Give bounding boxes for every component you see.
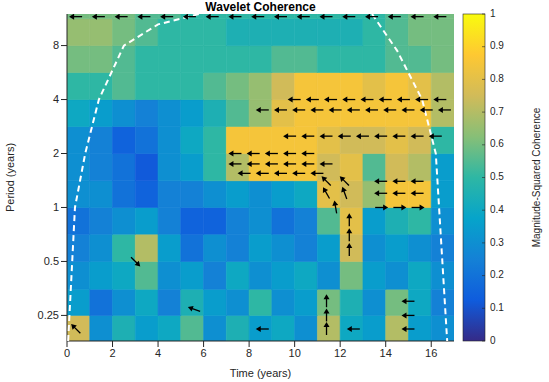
svg-text:4: 4 [155,347,161,359]
svg-text:0.6: 0.6 [490,138,504,149]
svg-text:12: 12 [334,347,346,359]
svg-text:0: 0 [64,347,70,359]
svg-text:0.8: 0.8 [490,73,504,84]
svg-text:14: 14 [380,347,392,359]
svg-text:0.1: 0.1 [490,302,504,313]
svg-text:Magnitude-Squared Coherence: Magnitude-Squared Coherence [531,107,542,247]
svg-text:1: 1 [53,201,59,213]
svg-text:4: 4 [53,93,59,105]
svg-text:0.7: 0.7 [490,106,504,117]
svg-text:0.5: 0.5 [44,255,59,267]
svg-text:0.9: 0.9 [490,40,504,51]
svg-text:6: 6 [201,347,207,359]
svg-text:2: 2 [53,147,59,159]
svg-text:0.3: 0.3 [490,237,504,248]
svg-text:0: 0 [490,335,496,346]
svg-text:16: 16 [425,347,437,359]
svg-text:2: 2 [109,347,115,359]
svg-text:0.2: 0.2 [490,269,504,280]
svg-text:0.5: 0.5 [490,171,504,182]
svg-text:Time (years): Time (years) [230,367,291,379]
svg-text:Period (years): Period (years) [4,143,16,212]
svg-text:1: 1 [490,8,496,19]
svg-text:8: 8 [53,39,59,51]
svg-text:10: 10 [289,347,301,359]
svg-text:0.4: 0.4 [490,204,504,215]
html-text:Wavelet Coherence: Wavelet Coherence [205,0,316,14]
svg-text:8: 8 [246,347,252,359]
svg-text:0.25: 0.25 [38,309,59,321]
